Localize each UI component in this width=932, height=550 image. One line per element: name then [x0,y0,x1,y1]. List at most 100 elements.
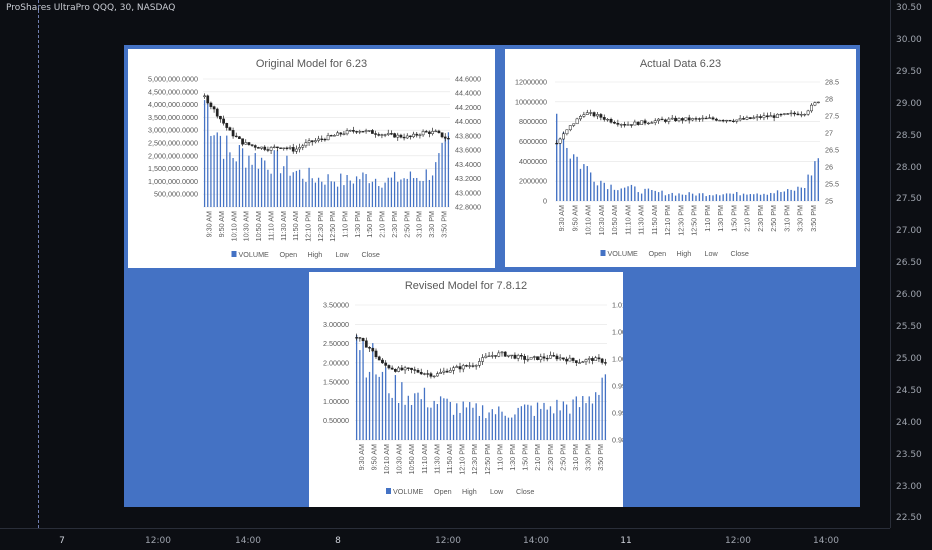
price-axis-label: 23.50 [896,449,922,460]
volume-bar [562,132,565,201]
legend-item: Open [280,250,298,259]
volume-bar [749,194,752,201]
candle-body [657,118,661,121]
left-axis-tick: 0 [543,197,547,206]
candle-body [394,368,397,372]
volume-bar [742,193,745,201]
volume-bar [739,195,741,201]
volume-bar [578,407,581,440]
candle-body [381,359,384,364]
category-tick: 2:50 PM [558,444,567,471]
volume-bar [556,399,558,440]
volume-bar [627,186,629,201]
category-tick: 3:50 PM [439,211,448,238]
chart-revised-model-svg: Revised Model for 7.8.12 3.50000 3.00000 2.… [323,280,623,496]
candle-body [731,120,735,123]
candle-body [253,145,257,148]
candle-body [304,142,308,147]
candle-body [708,117,712,119]
candle-body [442,370,446,373]
volume-bar [404,404,406,440]
candle-body [536,356,539,360]
volume-bar [216,132,218,207]
candle-body [269,147,273,151]
candle-body [329,135,333,137]
volume-bar [517,407,519,440]
candle-body [416,370,420,373]
volume-bar [527,404,529,440]
candle-body [428,131,431,134]
right-axis-tick: 43.2000 [455,174,481,183]
chart-revised-model: Revised Model for 7.8.12 3.50000 3.00000 2.… [309,272,623,507]
price-axis-label: 28.00 [896,162,922,173]
volume-bar [674,195,677,201]
candle-body [222,118,225,124]
right-axis-tick: 0.99500 [612,382,623,391]
candle-body [592,112,596,117]
candle-body [301,145,305,148]
candle-body [762,115,766,118]
category-tick: 12:10 PM [303,211,312,242]
left-axis-tick: 12000000 [515,78,547,87]
left-axis-tick: 1.00000 [323,397,349,406]
candle-body [279,147,282,149]
volume-bar [441,142,443,207]
candle-body [402,136,406,139]
symbol-title[interactable]: ProShares UltraPro QQQ, 30, NASDAQ [6,3,176,13]
candle-body [310,140,314,143]
volume-bar [423,387,426,440]
volume-bar [407,395,409,440]
left-axis-tick: 2,000,000.0000 [148,151,198,160]
candle-body [523,355,526,360]
category-tick: 10:10 AM [584,205,593,235]
price-axis[interactable]: 30.50 30.00 29.50 29.00 28.50 28.00 27.50 27.00… [890,0,932,528]
candle-body [377,356,381,361]
volume-bar [804,188,806,201]
candle-body [684,117,688,121]
volume-bar [443,398,445,440]
category-tick: 10:50 AM [610,205,619,235]
candle-body [434,130,438,133]
category-tick: 10:50 AM [254,211,263,241]
candle-body [738,118,742,121]
time-axis[interactable]: 7 12:00 14:00 8 12:00 14:00 11 12:00 14:00 [0,528,890,550]
candle-body [613,122,616,124]
volume-bar [378,376,380,440]
category-tick: 3:30 PM [427,211,436,238]
right-axis-tick: 43.0000 [455,188,481,197]
volume-bar [286,155,288,207]
candle-body [591,358,594,361]
volume-bar [295,170,298,207]
candle-body [323,138,327,141]
category-tick: 1:30 PM [508,444,517,471]
candle-body [490,355,494,357]
left-axis-tick: 6000000 [519,137,547,146]
volume-bar [391,397,393,440]
volume-bar [444,136,446,207]
volume-bar [582,396,584,440]
candle-body [317,138,320,141]
volume-bar [783,191,786,201]
category-tick: 2:10 PM [743,205,752,232]
volume-bar [647,188,650,201]
volume-bar [430,407,432,440]
left-axis-tick: 1,500,000.0000 [148,164,198,173]
left-axis-tick: 5,000,000.0000 [148,75,198,84]
price-axis-label: 27.50 [896,194,922,205]
right-axis-tick: 43.6000 [455,146,481,155]
category-tick: 11:30 AM [279,211,288,241]
volume-bar [229,152,231,207]
volume-bar [668,194,670,201]
volume-bar [336,186,339,207]
volume-bar [267,169,269,207]
candle-body [578,362,581,364]
volume-bar [374,178,377,207]
right-axis-tick: 44.6000 [455,75,481,84]
price-axis-label: 22.50 [896,513,922,524]
volume-bar [427,407,429,440]
candle-body [421,131,425,136]
candle-body [565,129,569,135]
candle-body [562,357,565,360]
category-tick: 3:50 PM [809,205,818,232]
candle-body [364,340,368,348]
